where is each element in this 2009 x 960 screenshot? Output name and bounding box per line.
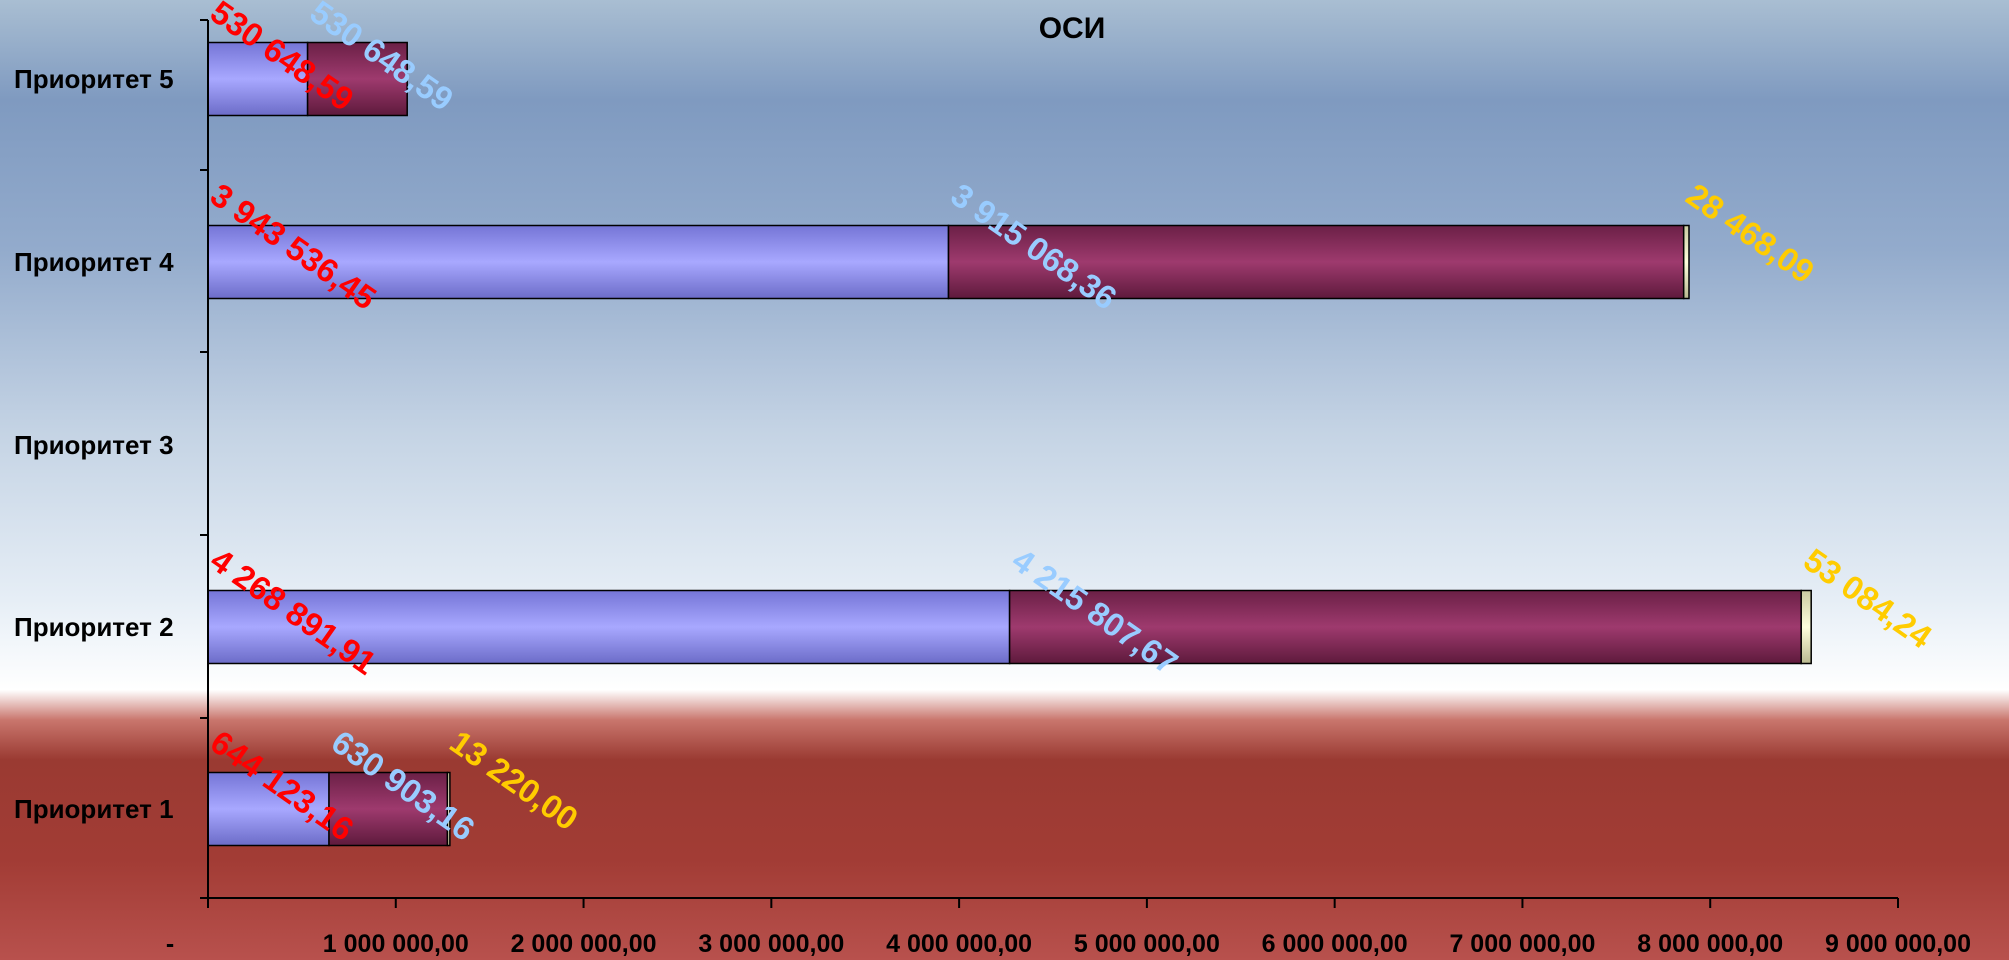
x-tick-label-2: 2 000 000,00 xyxy=(511,930,657,958)
bar-series-2-приоритет-5 xyxy=(306,41,408,117)
data-label-series-3-приоритет-4: 28 468,09 xyxy=(1680,176,1821,291)
y-tick-label-3: Приоритет 3 xyxy=(14,430,174,460)
bar-series-1-приоритет-5 xyxy=(207,41,309,117)
y-tick-label-4: Приоритет 4 xyxy=(14,247,174,277)
x-tick-label-3: 3 000 000,00 xyxy=(698,930,844,958)
x-tick-label-7: 7 000 000,00 xyxy=(1449,930,1595,958)
x-tick-label-4: 4 000 000,00 xyxy=(886,930,1032,958)
bar-series-2-приоритет-1 xyxy=(328,771,449,847)
bars-layer xyxy=(207,41,1812,847)
x-tick-label-1: 1 000 000,00 xyxy=(323,930,469,958)
y-tick-label-5: Приоритет 5 xyxy=(14,64,174,94)
bar-series-2-приоритет-4 xyxy=(947,224,1685,300)
axis-layer: Приоритет 1 Приоритет 2 Приоритет 3 Приорит… xyxy=(14,19,1971,958)
x-tick-label-5: 5 000 000,00 xyxy=(1074,930,1220,958)
data-label-series-3-приоритет-2: 53 084,24 xyxy=(1797,541,1939,656)
bar-series-1-приоритет-1 xyxy=(207,771,330,847)
bar-series-3-приоритет-1 xyxy=(446,771,451,847)
x-tick-label-9: 9 000 000,00 xyxy=(1825,930,1971,958)
y-tick-label-1: Приоритет 1 xyxy=(14,794,174,824)
x-tick-label-8: 8 000 000,00 xyxy=(1637,930,1783,958)
chart-title: ОСИ xyxy=(1039,12,1106,45)
bar-series-3-приоритет-4 xyxy=(1682,224,1690,300)
bar-series-3-приоритет-2 xyxy=(1800,589,1812,665)
bar-series-1-приоритет-4 xyxy=(207,224,950,300)
x-tick-label-0: - xyxy=(166,930,174,958)
x-tick-label-6: 6 000 000,00 xyxy=(1262,930,1408,958)
y-tick-label-2: Приоритет 2 xyxy=(14,612,174,642)
